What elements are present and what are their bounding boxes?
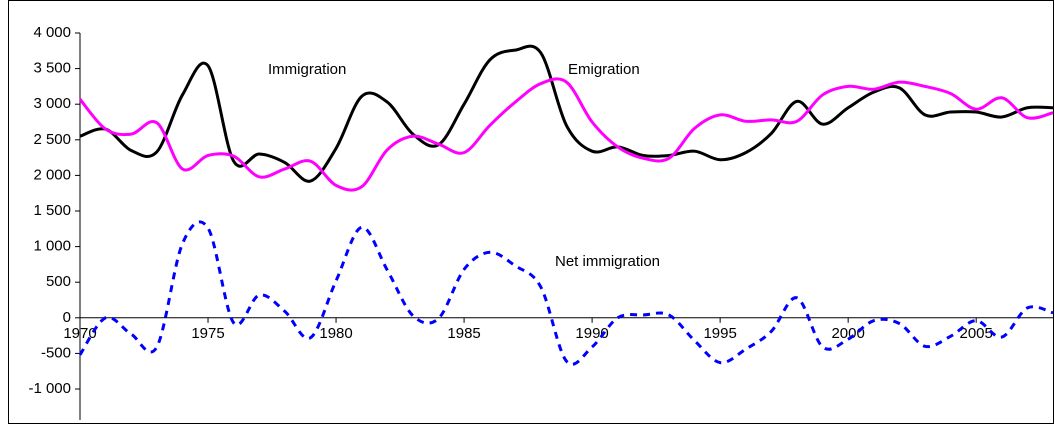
chart-frame <box>8 0 1054 424</box>
x-tick-label: 1995 <box>703 325 736 342</box>
series-label: Net immigration <box>555 253 660 270</box>
y-tick-label: 1 000 <box>33 238 71 255</box>
y-tick-label: 3 500 <box>33 60 71 77</box>
x-tick-label: 1975 <box>191 325 224 342</box>
x-tick-label: 2005 <box>959 325 992 342</box>
series-label: Emigration <box>568 61 640 78</box>
y-tick-label: 500 <box>46 273 71 290</box>
y-tick-label: -1 000 <box>28 380 71 397</box>
y-tick-label: -500 <box>41 344 71 361</box>
y-tick-label: 1 500 <box>33 202 71 219</box>
x-tick-label: 1970 <box>63 325 96 342</box>
y-tick-label: 2 500 <box>33 131 71 148</box>
x-tick-label: 1985 <box>447 325 480 342</box>
y-tick-label: 2 000 <box>33 166 71 183</box>
x-tick-label: 1980 <box>319 325 352 342</box>
series-label: Immigration <box>268 61 346 78</box>
y-tick-label: 4 000 <box>33 24 71 41</box>
series-line <box>78 220 1054 366</box>
series-line <box>79 44 1054 183</box>
x-tick-label: 2000 <box>831 325 864 342</box>
series-line <box>78 77 1054 192</box>
x-tick-label: 1990 <box>575 325 608 342</box>
y-tick-label: 3 000 <box>33 95 71 112</box>
y-tick-label: 0 <box>63 309 71 326</box>
